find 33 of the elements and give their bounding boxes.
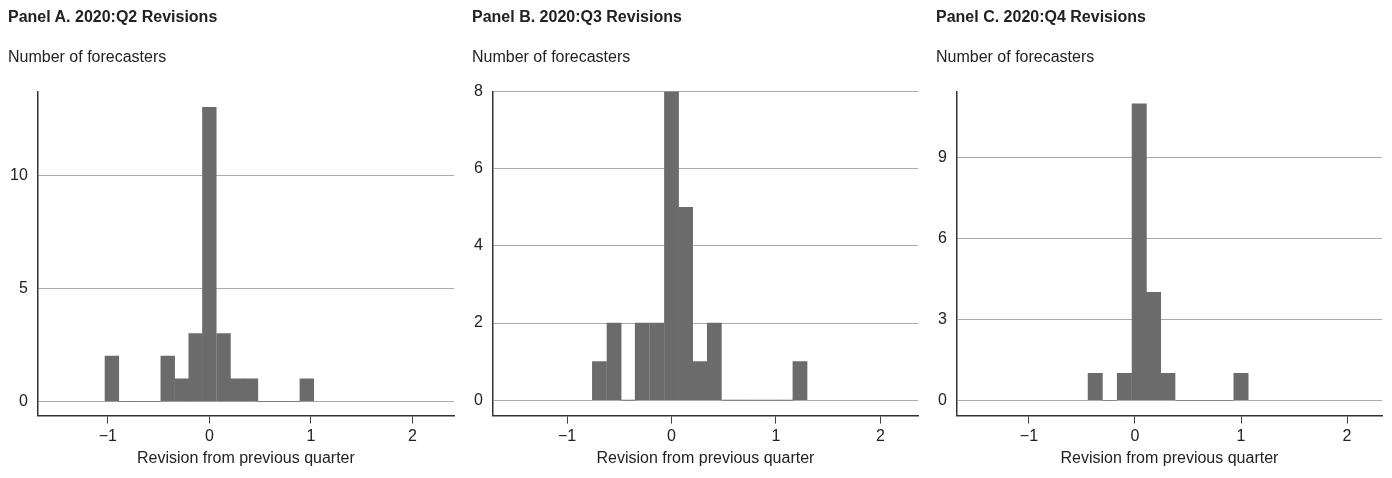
- chart-title: Panel A. 2020:Q2 Revisions: [8, 8, 218, 26]
- y-tick-label: 2: [473, 313, 483, 331]
- y-tick-label: 6: [937, 228, 947, 246]
- x-tick-label: 1: [306, 427, 316, 445]
- x-axis-title: Revision from previous quarter: [136, 448, 356, 466]
- chart-title: Panel C. 2020:Q4 Revisions: [936, 8, 1146, 26]
- chart-subtitle: Number of forecasters: [8, 48, 167, 66]
- y-tick-label: 0: [473, 390, 483, 408]
- y-tick-label: 5: [18, 278, 28, 296]
- y-tick-label: 9: [937, 148, 947, 166]
- x-tick-label: 1: [1236, 427, 1246, 445]
- x-axis-title: Revision from previous quarter: [1060, 448, 1280, 466]
- y-tick-label: 8: [473, 82, 483, 100]
- x-axis-title: Revision from previous quarter: [596, 448, 816, 466]
- y-tick-label: 0: [937, 390, 947, 408]
- x-tick-label: 2: [407, 427, 417, 445]
- x-tick-label: −1: [1019, 427, 1039, 445]
- y-tick-label: 0: [18, 391, 28, 409]
- y-tick-label: 6: [473, 159, 483, 177]
- x-tick-label: 2: [875, 427, 885, 445]
- chart-subtitle: Number of forecasters: [472, 48, 631, 66]
- y-tick-label: 3: [937, 309, 947, 327]
- x-tick-label: 2: [1342, 427, 1352, 445]
- x-tick-label: 0: [667, 427, 677, 445]
- x-tick-label: −1: [98, 427, 118, 445]
- x-tick-label: 1: [771, 427, 781, 445]
- x-tick-label: 0: [204, 427, 214, 445]
- chart-title: Panel B. 2020:Q3 Revisions: [472, 8, 682, 26]
- y-tick-label: 4: [473, 236, 483, 254]
- x-tick-label: −1: [557, 427, 577, 445]
- y-tick-label: 10: [10, 165, 28, 183]
- x-tick-label: 0: [1130, 427, 1140, 445]
- chart-subtitle: Number of forecasters: [936, 48, 1095, 66]
